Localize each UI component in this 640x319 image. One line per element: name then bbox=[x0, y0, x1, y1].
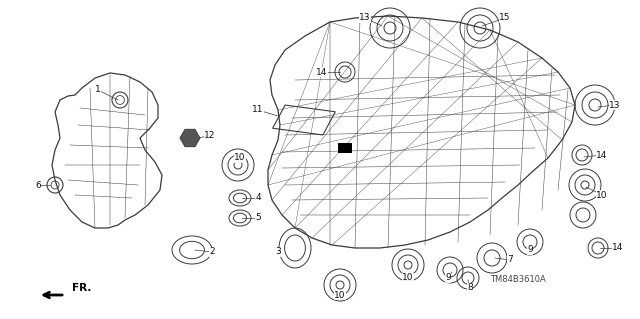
Text: 6: 6 bbox=[35, 181, 41, 189]
Text: 5: 5 bbox=[255, 213, 261, 222]
Text: 4: 4 bbox=[255, 194, 261, 203]
Text: 13: 13 bbox=[609, 100, 621, 109]
FancyBboxPatch shape bbox=[338, 143, 352, 153]
Text: 7: 7 bbox=[507, 256, 513, 264]
Text: 8: 8 bbox=[467, 284, 473, 293]
Text: 3: 3 bbox=[275, 248, 281, 256]
Text: 1: 1 bbox=[95, 85, 101, 94]
Text: TM84B3610A: TM84B3610A bbox=[490, 276, 546, 285]
Polygon shape bbox=[180, 129, 200, 147]
Text: 9: 9 bbox=[527, 246, 533, 255]
Text: 14: 14 bbox=[612, 243, 624, 253]
Text: 14: 14 bbox=[316, 68, 328, 77]
Text: 13: 13 bbox=[359, 13, 371, 23]
Text: 10: 10 bbox=[234, 153, 246, 162]
Text: 9: 9 bbox=[445, 273, 451, 283]
Text: 15: 15 bbox=[499, 13, 511, 23]
Text: 10: 10 bbox=[596, 190, 608, 199]
Text: 2: 2 bbox=[209, 248, 215, 256]
Text: 11: 11 bbox=[252, 106, 264, 115]
Text: 10: 10 bbox=[403, 273, 413, 283]
Text: 10: 10 bbox=[334, 291, 346, 300]
Text: 12: 12 bbox=[204, 130, 216, 139]
Text: 14: 14 bbox=[596, 151, 608, 160]
Text: FR.: FR. bbox=[72, 283, 92, 293]
